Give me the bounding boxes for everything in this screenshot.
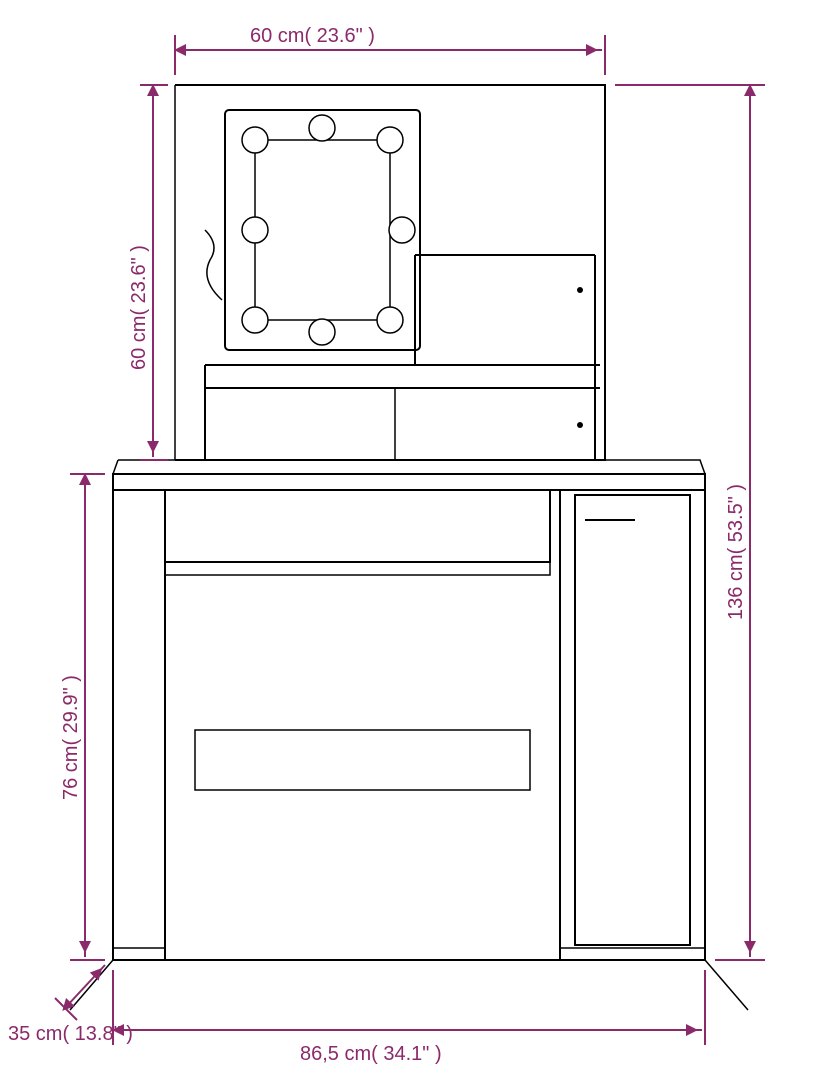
mirror-bulbs	[242, 115, 415, 345]
dimension-annotations: 60 cm( 23.6" ) 60 cm( 23.6" ) 76 cm( 29.…	[8, 25, 765, 1065]
dim-right-total: 136 cm( 53.5" )	[725, 484, 747, 620]
dim-left-upper: 60 cm( 23.6" )	[128, 245, 150, 370]
dim-depth-line1: 35 cm( 13.8" )	[8, 1023, 133, 1045]
dim-left-lower: 76 cm( 29.9" )	[60, 675, 82, 800]
dim-top-width: 60 cm( 23.6" )	[250, 25, 375, 47]
dim-bottom-width: 86,5 cm( 34.1" )	[300, 1043, 442, 1065]
furniture-diagram: 60 cm( 23.6" ) 60 cm( 23.6" ) 76 cm( 29.…	[0, 0, 830, 1080]
furniture-outline	[70, 85, 748, 1010]
